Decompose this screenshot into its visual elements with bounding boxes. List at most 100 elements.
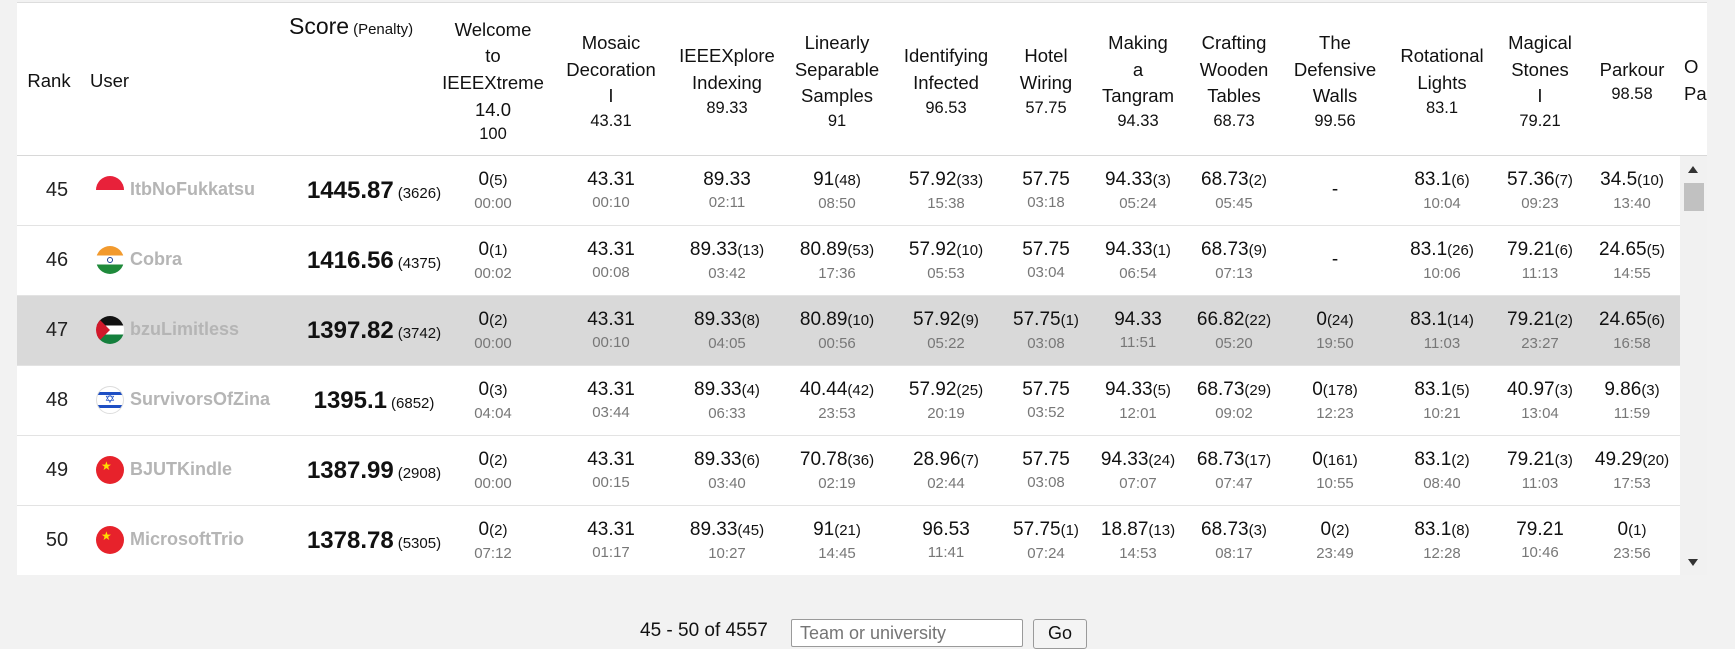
- scroll-down-arrow-icon[interactable]: [1688, 559, 1698, 566]
- problem-result-cell[interactable]: 28.96(7) 02:44: [886, 448, 1006, 495]
- problem-result-cell[interactable]: 89.33(45) 10:27: [672, 518, 782, 565]
- problem-result-cell[interactable]: 83.1(2) 08:40: [1382, 448, 1502, 495]
- problem-result-cell[interactable]: 91(48) 08:50: [782, 168, 892, 215]
- problem-result-cell[interactable]: 80.89(10) 00:56: [782, 308, 892, 355]
- problem-result-cell[interactable]: 79.21(2) 23:27: [1490, 308, 1590, 355]
- problem-result-cell[interactable]: 40.97(3) 13:04: [1490, 378, 1590, 425]
- problem-result-cell[interactable]: 43.31 00:10: [556, 308, 666, 354]
- user-name-link[interactable]: bzuLimitless: [130, 319, 240, 339]
- problem-result-cell[interactable]: 68.73(29) 09:02: [1184, 378, 1284, 425]
- problem-result-cell[interactable]: 89.33(4) 06:33: [672, 378, 782, 425]
- problem-header[interactable]: Making a Tangram 94.33: [1088, 13, 1188, 149]
- problem-result-cell[interactable]: 43.31 03:44: [556, 378, 666, 424]
- problem-result-cell[interactable]: 57.75 03:52: [1001, 378, 1091, 424]
- problem-result-cell[interactable]: 43.31 00:10: [556, 168, 666, 214]
- problem-result-cell[interactable]: 9.86(3) 11:59: [1587, 378, 1677, 425]
- problem-result-cell[interactable]: 49.29(20) 17:53: [1587, 448, 1677, 495]
- table-row[interactable]: 47 bzuLimitless 1397.82 (3742) 0(2) 00:00 43.3…: [17, 296, 1680, 366]
- problem-result-cell[interactable]: 0(3) 04:04: [438, 378, 548, 425]
- scrollbar-thumb[interactable]: [1684, 183, 1704, 211]
- problem-result-cell[interactable]: 66.82(22) 05:20: [1184, 308, 1284, 355]
- user-name-link[interactable]: BJUTKindle: [130, 459, 233, 479]
- problem-result-cell[interactable]: 43.31 00:15: [556, 448, 666, 494]
- problem-result-cell[interactable]: 0(2) 23:49: [1280, 518, 1390, 565]
- problem-result-cell[interactable]: 57.92(33) 15:38: [886, 168, 1006, 215]
- go-button[interactable]: Go: [1033, 619, 1087, 649]
- problem-result-cell[interactable]: 79.21(3) 11:03: [1490, 448, 1590, 495]
- table-row[interactable]: 45 ItbNoFukkatsu 1445.87 (3626) 0(5) 00:00 43.…: [17, 156, 1680, 226]
- problem-header[interactable]: Linearly Separable Samples 91: [777, 13, 897, 149]
- problem-result-cell[interactable]: 57.36(7) 09:23: [1490, 168, 1590, 215]
- problem-result-cell[interactable]: 89.33(8) 04:05: [672, 308, 782, 355]
- problem-result-cell[interactable]: 68.73(2) 05:45: [1184, 168, 1284, 215]
- problem-result-cell[interactable]: -: [1280, 178, 1390, 202]
- problem-result-cell[interactable]: 91(21) 14:45: [782, 518, 892, 565]
- problem-header[interactable]: The Defensive Walls 99.56: [1275, 13, 1395, 149]
- problem-header[interactable]: Crafting Wooden Tables 68.73: [1179, 13, 1289, 149]
- problem-result-cell[interactable]: 83.1(26) 10:06: [1382, 238, 1502, 285]
- problem-header[interactable]: Welcome to IEEEXtreme 14.0 100: [433, 13, 553, 149]
- problem-result-cell[interactable]: 83.1(6) 10:04: [1382, 168, 1502, 215]
- problem-header[interactable]: IEEEXplore Indexing 89.33: [667, 13, 787, 149]
- problem-result-cell[interactable]: 57.75 03:18: [1001, 168, 1091, 214]
- problem-result-cell[interactable]: 57.92(9) 05:22: [886, 308, 1006, 355]
- problem-result-cell[interactable]: 70.78(36) 02:19: [782, 448, 892, 495]
- problem-result-cell[interactable]: 43.31 00:08: [556, 238, 666, 284]
- problem-result-cell[interactable]: 89.33 02:11: [672, 168, 782, 214]
- table-row[interactable]: 50 ★ MicrosoftTrio 1378.78 (5305) 0(2) 07:12 43…: [17, 506, 1680, 575]
- problem-result-cell[interactable]: 89.33(6) 03:40: [672, 448, 782, 495]
- problem-result-cell[interactable]: 94.33(1) 06:54: [1093, 238, 1183, 285]
- problem-result-cell[interactable]: 94.33(3) 05:24: [1093, 168, 1183, 215]
- problem-result-cell[interactable]: 68.73(17) 07:47: [1184, 448, 1284, 495]
- problem-result-cell[interactable]: 57.75 03:04: [1001, 238, 1091, 284]
- problem-result-cell[interactable]: 24.65(6) 16:58: [1587, 308, 1677, 355]
- table-row[interactable]: 46 Cobra 1416.56 (4375) 0(1) 00:02 43.31 00:08 8…: [17, 226, 1680, 296]
- problem-result-cell[interactable]: 0(5) 00:00: [438, 168, 548, 215]
- problem-result-cell[interactable]: 40.44(42) 23:53: [782, 378, 892, 425]
- problem-result-cell[interactable]: 24.65(5) 14:55: [1587, 238, 1677, 285]
- problem-result-cell[interactable]: 57.75 03:08: [1001, 448, 1091, 494]
- problem-result-cell[interactable]: 0(2) 00:00: [438, 308, 548, 355]
- problem-header[interactable]: Mosaic Decoration I 43.31: [551, 13, 671, 149]
- problem-result-cell[interactable]: 43.31 01:17: [556, 518, 666, 564]
- problem-result-cell[interactable]: 94.33 11:51: [1093, 308, 1183, 354]
- problem-result-cell[interactable]: 0(2) 00:00: [438, 448, 548, 495]
- problem-result-cell[interactable]: 68.73(9) 07:13: [1184, 238, 1284, 285]
- problem-header[interactable]: Parkour 98.58: [1582, 13, 1682, 149]
- problem-result-cell[interactable]: 0(161) 10:55: [1280, 448, 1390, 495]
- user-name-link[interactable]: MicrosoftTrio: [130, 529, 245, 549]
- problem-result-cell[interactable]: 89.33(13) 03:42: [672, 238, 782, 285]
- vertical-scrollbar[interactable]: [1680, 156, 1707, 575]
- problem-result-cell[interactable]: 34.5(10) 13:40: [1587, 168, 1677, 215]
- table-row[interactable]: 48 ✡ SurvivorsOfZina 1395.1 (6852) 0(3) 04:04 4…: [17, 366, 1680, 436]
- problem-result-cell[interactable]: 57.92(10) 05:53: [886, 238, 1006, 285]
- problem-result-cell[interactable]: 83.1(8) 12:28: [1382, 518, 1502, 565]
- problem-result-cell[interactable]: 94.33(5) 12:01: [1093, 378, 1183, 425]
- problem-result-cell[interactable]: 0(24) 19:50: [1280, 308, 1390, 355]
- problem-result-cell[interactable]: 96.53 11:41: [886, 518, 1006, 564]
- problem-header[interactable]: Magical Stones I 79.21: [1485, 13, 1595, 149]
- user-name-link[interactable]: SurvivorsOfZina: [130, 389, 271, 409]
- scroll-up-arrow-icon[interactable]: [1688, 166, 1698, 173]
- problem-header[interactable]: Hotel Wiring 57.75: [996, 13, 1096, 149]
- problem-result-cell[interactable]: 0(1) 00:02: [438, 238, 548, 285]
- problem-result-cell[interactable]: 57.75(1) 07:24: [1001, 518, 1091, 565]
- problem-result-cell[interactable]: 57.92(25) 20:19: [886, 378, 1006, 425]
- problem-result-cell[interactable]: 57.75(1) 03:08: [1001, 308, 1091, 355]
- table-row[interactable]: 49 ★ BJUTKindle 1387.99 (2908) 0(2) 00:00 43.31…: [17, 436, 1680, 506]
- problem-header[interactable]: Rotational Lights 83.1: [1377, 13, 1507, 149]
- problem-result-cell[interactable]: 94.33(24) 07:07: [1093, 448, 1183, 495]
- problem-result-cell[interactable]: 68.73(3) 08:17: [1184, 518, 1284, 565]
- team-search-input[interactable]: [791, 619, 1023, 647]
- user-name-link[interactable]: Cobra: [130, 249, 183, 269]
- problem-result-cell[interactable]: -: [1280, 248, 1390, 272]
- problem-result-cell[interactable]: 0(2) 07:12: [438, 518, 548, 565]
- problem-header[interactable]: Identifying Infected 96.53: [881, 13, 1011, 149]
- problem-result-cell[interactable]: 0(1) 23:56: [1587, 518, 1677, 565]
- problem-result-cell[interactable]: 83.1(14) 11:03: [1382, 308, 1502, 355]
- problem-result-cell[interactable]: 80.89(53) 17:36: [782, 238, 892, 285]
- problem-result-cell[interactable]: 0(178) 12:23: [1280, 378, 1390, 425]
- problem-result-cell[interactable]: 79.21(6) 11:13: [1490, 238, 1590, 285]
- user-name-link[interactable]: ItbNoFukkatsu: [130, 179, 256, 199]
- problem-result-cell[interactable]: 83.1(5) 10:21: [1382, 378, 1502, 425]
